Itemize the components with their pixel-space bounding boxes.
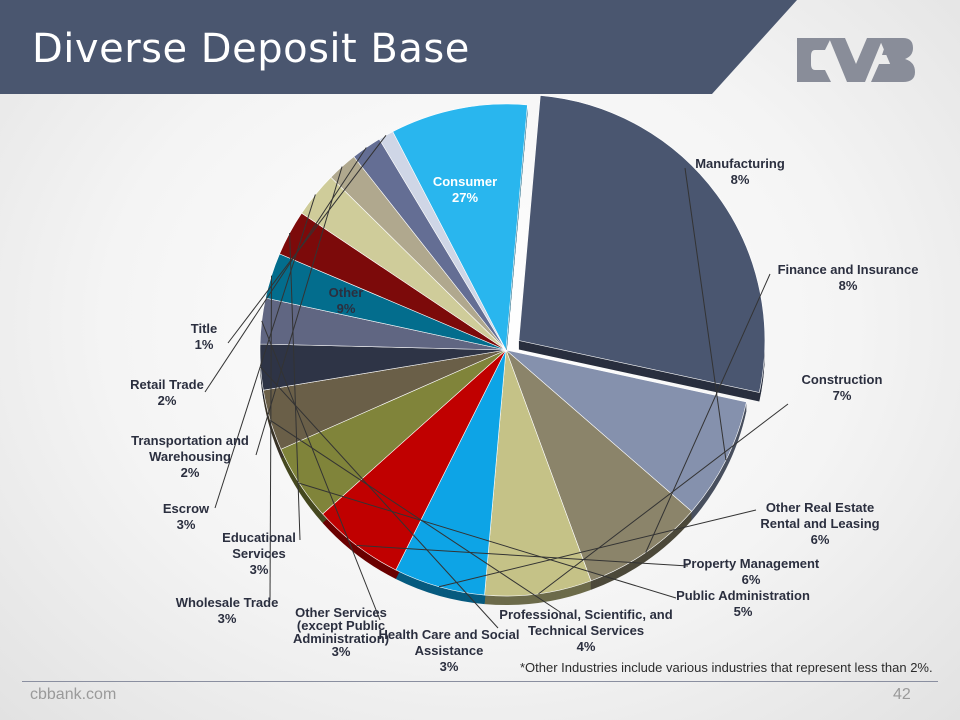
slice-label-public-administration: Public Administration 5% bbox=[676, 588, 810, 619]
page-number: 42 bbox=[893, 686, 911, 703]
slice-label-property-management: Property Management 6% bbox=[683, 556, 820, 587]
slice-label-transportation-and-warehousing: Transportation and Warehousing 2% bbox=[131, 433, 249, 480]
leader-other-real-estate-rental-and-leasing bbox=[438, 509, 757, 588]
slice-label-professional-scientific-and-technical-services: Professional, Scientific, and Technical S… bbox=[499, 607, 672, 654]
leader-health-care-and-social-assistance bbox=[260, 366, 499, 629]
pie-slices bbox=[259, 95, 766, 605]
cvb-logo-icon bbox=[797, 38, 915, 82]
footer-website: cbbank.com bbox=[30, 686, 117, 703]
leader-finance-and-insurance bbox=[645, 273, 771, 553]
slice-consumer bbox=[518, 95, 766, 393]
leader-escrow bbox=[214, 194, 316, 509]
slice-label-manufacturing: Manufacturing 8% bbox=[695, 156, 785, 187]
leader-lines bbox=[204, 134, 789, 629]
slice-label-educational-services: Educational Services 3% bbox=[222, 530, 296, 577]
slice-label-construction: Construction 7% bbox=[802, 372, 883, 403]
slice-label-wholesale-trade: Wholesale Trade 3% bbox=[176, 595, 279, 626]
footer-divider bbox=[22, 681, 938, 682]
slice-labels: Consumer 27% Manufacturing 8% Finance and In… bbox=[130, 156, 918, 674]
leader-retail-trade bbox=[204, 147, 367, 393]
leader-manufacturing bbox=[684, 167, 727, 461]
footnote: *Other Industries include various indust… bbox=[520, 660, 933, 675]
leader-professional-scientific-and-technical-services bbox=[269, 419, 561, 613]
leader-construction bbox=[538, 403, 789, 595]
slice-finance-and-insurance bbox=[505, 349, 693, 582]
slice-other bbox=[392, 103, 528, 352]
leader-educational-services bbox=[289, 232, 301, 541]
leader-title bbox=[227, 134, 387, 344]
slice-manufacturing bbox=[505, 349, 747, 512]
title-band bbox=[0, 0, 797, 94]
slice-label-escrow: Escrow 3% bbox=[163, 501, 210, 532]
slice-label-title: Title 1% bbox=[191, 321, 218, 352]
slice-label-consumer: Consumer 27% bbox=[433, 174, 497, 205]
slice-label-finance-and-insurance: Finance and Insurance 8% bbox=[778, 262, 919, 293]
slice-label-other-real-estate-rental-and-leasing: Other Real Estate Rental and Leasing 6% bbox=[760, 500, 879, 547]
slice-label-other-services-except-public-administration: Other Services (except Public Administrati… bbox=[293, 605, 389, 659]
slide-title: Diverse Deposit Base bbox=[32, 26, 470, 72]
leader-property-management bbox=[356, 544, 689, 567]
leader-public-administration bbox=[299, 482, 677, 599]
slice-label-retail-trade: Retail Trade 2% bbox=[130, 377, 204, 408]
leader-wholesale-trade bbox=[269, 275, 273, 601]
leader-transportation-and-warehousing bbox=[255, 166, 343, 456]
slice-label-other: Other 9% bbox=[329, 285, 364, 316]
slice-label-health-care-and-social-assistance: Health Care and Social Assistance 3% bbox=[379, 627, 520, 674]
